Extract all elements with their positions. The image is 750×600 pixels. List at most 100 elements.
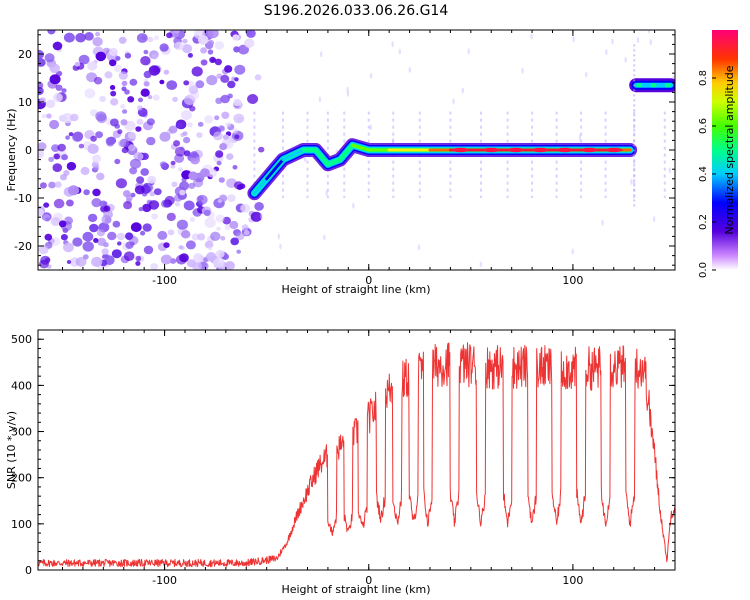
noise-blob xyxy=(180,245,185,250)
noise-blob xyxy=(123,190,131,198)
noise-blob xyxy=(216,226,221,231)
noise-blob xyxy=(92,37,103,47)
noise-blob xyxy=(187,122,193,128)
noise-blob xyxy=(203,209,211,217)
noise-blob xyxy=(147,175,157,184)
colorbar-tick-label: 0.6 xyxy=(698,118,709,134)
noise-blob xyxy=(218,177,225,183)
noise-blob xyxy=(175,254,187,265)
noise-blob xyxy=(104,71,113,79)
noise-blob xyxy=(244,38,255,48)
noise-blob xyxy=(179,189,186,196)
noise-speckle xyxy=(572,36,575,43)
noise-blob xyxy=(193,30,205,39)
noise-blob xyxy=(93,165,100,171)
noise-blob xyxy=(72,237,83,247)
noise-speckle xyxy=(636,37,640,44)
noise-blob xyxy=(204,240,214,249)
noise-blob xyxy=(219,143,228,151)
noise-blob xyxy=(180,110,192,121)
noise-blob xyxy=(163,69,170,75)
noise-blob xyxy=(225,122,232,128)
snr-frame xyxy=(37,329,676,571)
noise-blob xyxy=(232,165,238,170)
noise-speckle xyxy=(467,48,470,55)
noise-blob xyxy=(197,233,206,241)
noise-blob xyxy=(109,59,117,67)
noise-speckle xyxy=(260,213,263,220)
noise-blob xyxy=(118,71,128,80)
noise-blob xyxy=(121,147,129,154)
noise-blob xyxy=(124,52,132,59)
noise-blob xyxy=(229,220,239,230)
noise-blob xyxy=(160,254,172,265)
noise-blob xyxy=(38,81,44,90)
ridge-core xyxy=(338,143,354,162)
noise-blob xyxy=(240,203,251,213)
noise-blob xyxy=(170,160,176,166)
noise-speckle xyxy=(318,96,322,103)
noise-blob xyxy=(243,230,250,236)
noise-blob xyxy=(214,41,225,50)
noise-blob xyxy=(123,251,135,261)
ridge-core xyxy=(291,148,305,157)
noise-blob xyxy=(46,113,52,119)
noise-blob xyxy=(151,53,158,60)
noise-blob xyxy=(181,230,191,239)
noise-blob xyxy=(163,242,170,249)
noise-blob xyxy=(215,150,224,158)
noise-speckle xyxy=(601,219,604,226)
noise-blob xyxy=(140,56,151,66)
noise-blob xyxy=(38,148,45,159)
noise-blob xyxy=(140,168,149,176)
noise-blob xyxy=(236,249,241,254)
noise-blob xyxy=(50,217,61,226)
noise-blob xyxy=(166,32,173,39)
noise-speckle xyxy=(369,124,372,131)
noise-blob xyxy=(215,249,225,258)
ridge-peak xyxy=(555,147,574,153)
noise-blob xyxy=(49,63,60,74)
noise-blob xyxy=(189,105,196,112)
noise-blob xyxy=(233,46,241,53)
noise-blob xyxy=(171,181,178,187)
noise-blob xyxy=(188,182,196,189)
noise-speckle xyxy=(369,72,373,79)
heatmap-ytick-label: 10 xyxy=(18,96,32,109)
noise-blob xyxy=(189,217,196,222)
noise-blob xyxy=(107,231,117,241)
noise-blob xyxy=(82,241,94,252)
noise-blob xyxy=(113,64,122,73)
snr-panel: -100 0 100 0 100 200 300 400 500 Height of strai… xyxy=(5,329,676,596)
noise-blob xyxy=(91,198,102,208)
snr-ytick-label: 400 xyxy=(11,379,32,392)
noise-blob xyxy=(61,154,68,161)
noise-blob xyxy=(143,81,150,87)
noise-blob xyxy=(221,111,230,120)
noise-blob xyxy=(136,105,143,111)
heatmap-noise xyxy=(38,30,675,270)
noise-blob xyxy=(66,199,74,207)
noise-speckle xyxy=(398,48,401,55)
noise-blob xyxy=(140,88,150,97)
noise-blob xyxy=(215,214,225,223)
noise-blob xyxy=(200,47,208,54)
noise-speckle xyxy=(530,33,533,40)
noise-blob xyxy=(191,233,200,241)
noise-blob xyxy=(110,90,117,97)
noise-blob xyxy=(173,30,180,34)
noise-blob xyxy=(182,44,193,54)
heatmap-ylabel: Frequency (Hz) xyxy=(5,109,18,192)
noise-blob xyxy=(121,80,128,87)
noise-blob xyxy=(99,95,106,103)
noise-blob xyxy=(45,99,56,109)
noise-blob xyxy=(209,56,217,64)
chart-title: S196.2026.033.06.26.G14 xyxy=(264,3,449,19)
noise-blob xyxy=(204,217,216,228)
noise-speckle xyxy=(303,156,307,163)
noise-blob xyxy=(214,58,222,66)
noise-blob xyxy=(227,93,233,99)
noise-speckle xyxy=(649,39,652,46)
noise-blob xyxy=(54,181,62,188)
heatmap-ytick-label: 0 xyxy=(25,144,32,157)
